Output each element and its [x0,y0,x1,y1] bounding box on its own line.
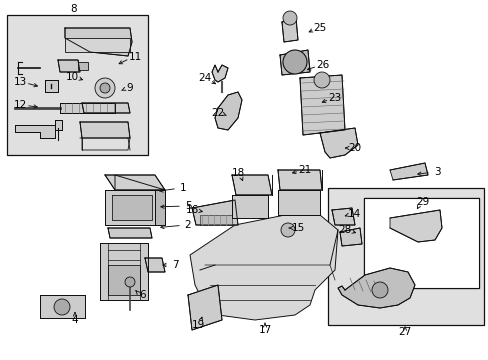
Text: 14: 14 [346,209,360,219]
Polygon shape [278,170,321,190]
Polygon shape [55,120,62,130]
Polygon shape [192,200,238,225]
Circle shape [371,282,387,298]
Polygon shape [331,208,354,225]
Polygon shape [145,258,164,272]
Polygon shape [337,268,414,308]
Text: 13: 13 [13,77,26,87]
Polygon shape [40,295,85,318]
Text: 27: 27 [398,327,411,337]
Polygon shape [112,195,152,220]
Text: 16: 16 [185,205,198,215]
Circle shape [100,83,110,93]
Circle shape [95,78,115,98]
Polygon shape [65,38,130,52]
Polygon shape [231,175,271,195]
Circle shape [281,223,294,237]
Polygon shape [389,210,441,242]
Text: 8: 8 [71,4,77,14]
Polygon shape [299,75,345,135]
Polygon shape [15,125,55,138]
Polygon shape [231,195,267,218]
Text: 1: 1 [179,183,186,193]
Text: 5: 5 [184,201,191,211]
Text: 9: 9 [126,83,133,93]
Polygon shape [105,175,164,190]
Polygon shape [82,103,130,113]
Text: 24: 24 [198,73,211,83]
Polygon shape [339,228,361,246]
Text: 28: 28 [338,225,351,235]
Circle shape [313,72,329,88]
Circle shape [283,11,296,25]
Polygon shape [187,285,222,330]
Polygon shape [389,163,427,180]
Polygon shape [282,18,297,42]
Circle shape [125,277,135,287]
Text: 17: 17 [258,325,271,335]
Text: 19: 19 [191,320,204,330]
Text: 6: 6 [140,290,146,300]
Text: 12: 12 [13,100,26,110]
Polygon shape [108,265,140,295]
Text: 10: 10 [65,72,79,82]
Text: 7: 7 [171,260,178,270]
Polygon shape [105,190,155,225]
Text: 3: 3 [433,167,439,177]
Polygon shape [80,122,130,138]
Bar [363,198,478,288]
Polygon shape [190,215,337,320]
Polygon shape [108,228,152,238]
Polygon shape [100,243,148,300]
Text: 21: 21 [298,165,311,175]
Polygon shape [155,190,164,225]
Polygon shape [200,215,231,225]
Text: 15: 15 [291,223,304,233]
Polygon shape [45,80,58,92]
Polygon shape [212,65,227,82]
Circle shape [54,299,70,315]
Polygon shape [319,128,357,158]
Polygon shape [58,60,80,72]
Text: 18: 18 [231,168,244,178]
Polygon shape [78,62,88,70]
Text: 11: 11 [128,52,142,62]
Polygon shape [278,190,319,215]
Circle shape [283,50,306,74]
Text: 29: 29 [415,197,429,207]
Bar [7,15,148,155]
Text: 2: 2 [184,220,191,230]
Bar [327,188,483,325]
Polygon shape [280,50,309,75]
Text: 22: 22 [211,108,224,118]
Text: 20: 20 [348,143,361,153]
Bar [363,198,478,288]
Text: 25: 25 [313,23,326,33]
Polygon shape [215,92,242,130]
Text: 23: 23 [328,93,341,103]
Polygon shape [60,103,115,113]
Text: 26: 26 [316,60,329,70]
Polygon shape [65,28,132,56]
Text: 4: 4 [72,315,78,325]
